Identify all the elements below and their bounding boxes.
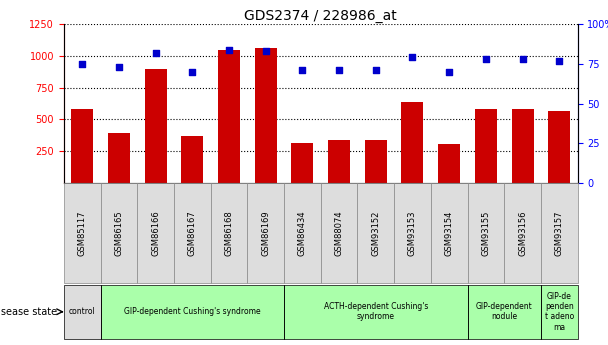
Bar xyxy=(284,183,321,283)
Text: GSM86165: GSM86165 xyxy=(114,210,123,256)
Text: GSM93157: GSM93157 xyxy=(554,210,564,256)
Bar xyxy=(438,144,460,183)
Bar xyxy=(401,101,423,183)
Point xyxy=(187,69,197,75)
Point xyxy=(224,47,234,52)
Point xyxy=(77,61,87,67)
Text: ACTH-dependent Cushing's
syndrome: ACTH-dependent Cushing's syndrome xyxy=(323,302,428,322)
Text: GIP-dependent Cushing's syndrome: GIP-dependent Cushing's syndrome xyxy=(124,307,261,316)
Bar xyxy=(548,111,570,183)
Bar xyxy=(174,183,210,283)
Text: GIP-de
penden
t adeno
ma: GIP-de penden t adeno ma xyxy=(545,292,574,332)
Bar xyxy=(475,109,497,183)
Bar xyxy=(71,109,93,183)
Point xyxy=(517,56,527,62)
Bar xyxy=(394,183,431,283)
Text: GSM86169: GSM86169 xyxy=(261,210,270,256)
Bar xyxy=(284,285,468,338)
Point xyxy=(261,48,271,54)
Text: GSM85117: GSM85117 xyxy=(78,210,87,256)
Bar xyxy=(468,285,541,338)
Point xyxy=(114,64,124,70)
Bar xyxy=(100,285,284,338)
Point xyxy=(334,67,344,73)
Bar xyxy=(108,133,130,183)
Bar xyxy=(247,183,284,283)
Text: GSM93156: GSM93156 xyxy=(518,210,527,256)
Bar xyxy=(255,48,277,183)
Point xyxy=(371,67,381,73)
Bar xyxy=(64,183,100,283)
Text: disease state: disease state xyxy=(0,307,57,317)
Point xyxy=(151,50,161,56)
Bar xyxy=(541,183,578,283)
Text: GSM93152: GSM93152 xyxy=(371,210,380,256)
Bar xyxy=(321,183,358,283)
Text: GSM86434: GSM86434 xyxy=(298,210,307,256)
Bar xyxy=(328,140,350,183)
Bar xyxy=(64,285,100,338)
Bar xyxy=(504,183,541,283)
Point xyxy=(481,56,491,62)
Bar xyxy=(511,109,534,183)
Bar xyxy=(541,285,578,338)
Text: GSM93154: GSM93154 xyxy=(444,210,454,256)
Bar xyxy=(218,50,240,183)
Bar xyxy=(210,183,247,283)
Bar xyxy=(100,183,137,283)
Bar xyxy=(358,183,394,283)
Point xyxy=(554,58,564,63)
Bar xyxy=(137,183,174,283)
Point xyxy=(297,67,307,73)
Point xyxy=(407,55,417,60)
Point xyxy=(444,69,454,75)
Text: GSM86166: GSM86166 xyxy=(151,210,160,256)
Bar xyxy=(181,136,203,183)
Text: GSM93155: GSM93155 xyxy=(482,210,491,256)
Text: GSM86167: GSM86167 xyxy=(188,210,197,256)
Bar xyxy=(291,143,313,183)
Bar xyxy=(365,140,387,183)
Text: GSM93153: GSM93153 xyxy=(408,210,417,256)
Bar xyxy=(468,183,504,283)
Title: GDS2374 / 228986_at: GDS2374 / 228986_at xyxy=(244,9,397,23)
Text: GSM86168: GSM86168 xyxy=(224,210,233,256)
Text: control: control xyxy=(69,307,95,316)
Bar xyxy=(145,69,167,183)
Text: GSM88074: GSM88074 xyxy=(334,210,344,256)
Bar xyxy=(431,183,468,283)
Text: GIP-dependent
nodule: GIP-dependent nodule xyxy=(476,302,533,322)
